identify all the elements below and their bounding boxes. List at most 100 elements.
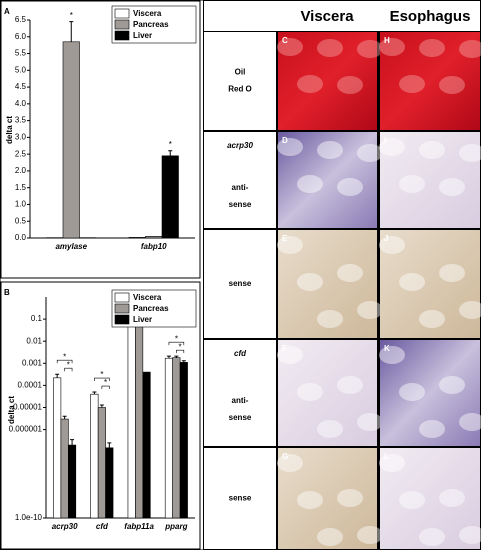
- y-tick-label: 2.5: [15, 149, 27, 158]
- y-tick-label: 0.5: [15, 216, 27, 225]
- row-label-bg: [204, 448, 276, 549]
- y-tick-label: 6.5: [15, 15, 27, 24]
- image-letter: F: [282, 344, 287, 353]
- y-tick-label: 3.0: [15, 132, 27, 141]
- y-tick-label: 1.0: [15, 200, 27, 209]
- legend-swatch: [114, 303, 130, 314]
- tissue-cell: [357, 526, 383, 544]
- bar: [164, 357, 173, 519]
- tissue-cell: [337, 376, 363, 394]
- tissue-cell: [317, 39, 343, 57]
- tissue-cell: [459, 144, 481, 162]
- row-label: anti-: [232, 183, 249, 192]
- tissue-cell: [379, 236, 405, 254]
- panel-b-box: [0, 281, 201, 550]
- tissue-cell: [297, 491, 323, 509]
- tissue-cell: [337, 178, 363, 196]
- significance-bracket: [168, 341, 185, 346]
- x-tick-label: pparg: [164, 522, 187, 531]
- significance-mark: *: [100, 370, 103, 379]
- y-tick-label: 1.5: [15, 183, 27, 192]
- tissue-cell: [277, 138, 303, 156]
- significance-mark: *: [179, 342, 182, 351]
- y-tick-label: 0.0: [15, 233, 27, 242]
- tissue-cell: [379, 454, 405, 472]
- tissue-cell: [459, 301, 481, 319]
- tissue-cell: [357, 144, 383, 162]
- panel-label: A: [4, 7, 10, 16]
- image-letter: K: [384, 344, 390, 353]
- significance-bracket: [101, 385, 110, 390]
- tissue-cell: [399, 75, 425, 93]
- tissue-cell: [379, 138, 405, 156]
- legend-label: Pancreas: [133, 20, 169, 29]
- y-tick-label: 0.001: [22, 358, 43, 367]
- y-axis-label: delta ct: [5, 116, 14, 144]
- row-label: sense: [229, 494, 252, 503]
- tissue-cell: [399, 273, 425, 291]
- error-bar: [99, 404, 104, 408]
- tissue-cell: [297, 75, 323, 93]
- tissue-cell: [277, 236, 303, 254]
- micrograph: [380, 32, 480, 130]
- significance-mark: *: [175, 334, 178, 343]
- error-bar: [168, 150, 173, 156]
- tissue-cell: [379, 38, 405, 56]
- row-label: anti-: [232, 396, 249, 405]
- y-tick-label: 4.5: [15, 82, 27, 91]
- y-tick-label: 5.0: [15, 65, 27, 74]
- micrograph: [380, 132, 480, 228]
- significance-mark: *: [169, 140, 172, 149]
- bar: [62, 41, 80, 239]
- tissue-cell: [459, 40, 481, 58]
- error-bar: [69, 21, 74, 42]
- tissue-cell: [337, 76, 363, 94]
- tissue-cell: [337, 264, 363, 282]
- header-bg: [204, 1, 480, 31]
- tissue-cell: [357, 413, 383, 431]
- tissue-cell: [419, 141, 445, 159]
- y-tick-label: 0.01: [26, 336, 42, 345]
- bar: [135, 313, 144, 519]
- micrograph: [380, 340, 480, 446]
- x-tick-label: amylase: [55, 242, 87, 251]
- y-tick-label: 2.0: [15, 166, 27, 175]
- legend-swatch: [114, 19, 130, 30]
- bar: [179, 362, 188, 519]
- y-tick-label: 0.0001: [18, 381, 43, 390]
- tissue-cell: [379, 346, 405, 364]
- x-tick-label: fabp10: [141, 242, 167, 251]
- column-header: Esophagus: [390, 8, 471, 25]
- error-bar: [181, 360, 186, 363]
- tissue-cell: [337, 489, 363, 507]
- micrograph: [380, 230, 480, 338]
- tissue-cell: [277, 38, 303, 56]
- error-bar: [62, 415, 67, 420]
- column-header: Viscera: [300, 8, 354, 25]
- tissue-cell: [357, 301, 383, 319]
- y-tick-label: 4.0: [15, 99, 27, 108]
- legend-swatch: [114, 30, 130, 41]
- tissue-cell: [419, 528, 445, 546]
- legend-swatch: [114, 314, 130, 325]
- tissue-cell: [317, 310, 343, 328]
- y-tick-label: 0.00001: [13, 403, 42, 412]
- micrograph: [278, 448, 377, 549]
- panel-a-box: [0, 0, 201, 279]
- legend-swatch: [114, 292, 130, 303]
- bar: [60, 418, 69, 519]
- x-tick-label: fabp11a: [124, 522, 154, 531]
- y-tick-label: 1.0e-10: [15, 513, 43, 522]
- tissue-cell: [459, 413, 481, 431]
- tissue-cell: [297, 383, 323, 401]
- y-tick-label: 0.1: [31, 314, 43, 323]
- legend-label: Viscera: [133, 293, 162, 302]
- bar: [90, 393, 99, 519]
- row-label-bg: [204, 340, 276, 446]
- image-letter: L: [384, 452, 389, 461]
- image-letter: J: [384, 234, 388, 243]
- row-label: acrp30: [227, 141, 253, 150]
- legend-label: Liver: [133, 315, 152, 324]
- panel-label: B: [4, 288, 10, 297]
